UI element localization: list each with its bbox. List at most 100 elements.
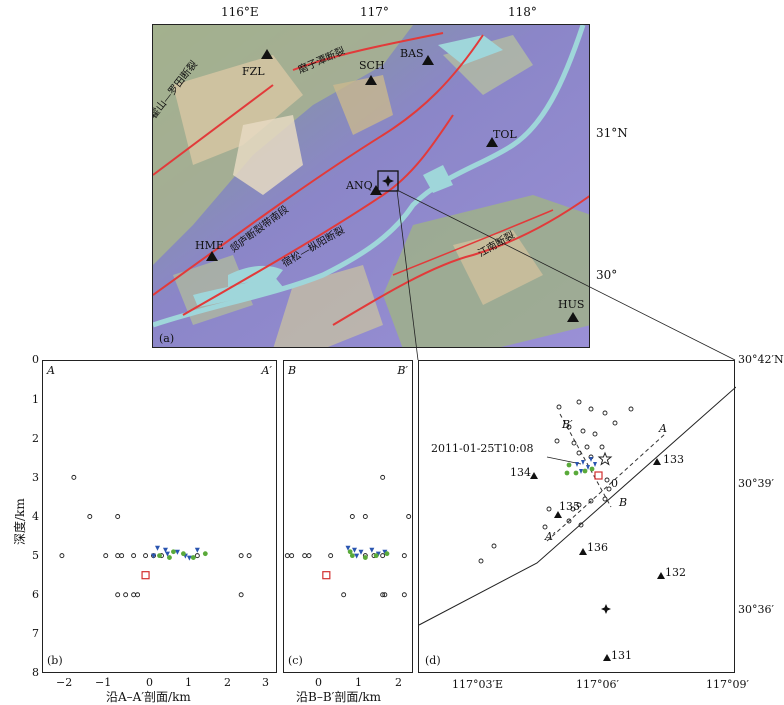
section-c-point-triangle-4 — [375, 551, 381, 557]
section-b-xtick-5: 3 — [262, 676, 269, 689]
profile-label-b: B — [619, 496, 628, 509]
section-c-point-triangle-2 — [358, 549, 364, 555]
section-c-point-dot-4 — [347, 549, 353, 555]
section-b-point-circle-7 — [131, 553, 137, 559]
section-c-left-end: B — [288, 364, 297, 377]
section-b-xlabel: 沿A–A′剖面/km — [106, 690, 191, 704]
map-a-lon-tick-116: 116°E — [221, 5, 259, 19]
section-c-point-dot-0 — [349, 553, 355, 559]
map-a-lat-tick-31: 31°N — [596, 126, 628, 140]
zoom-lon-tick-09: 117°09′ — [706, 678, 749, 691]
section-b-point-circle-11 — [194, 553, 200, 559]
section-c-right-end: B′ — [397, 364, 408, 377]
zoom-lat-tick-36: 30°36′ — [738, 603, 774, 616]
section-c-panel: B B′ (c) — [283, 360, 413, 673]
zoom-lat-tick-39: 30°39′ — [738, 477, 774, 490]
section-b-left-end: A — [47, 364, 55, 377]
section-c-point-triangle-3 — [369, 547, 375, 553]
section-b-point-triangle-3 — [174, 549, 180, 555]
section-b-point-dot-5 — [202, 551, 208, 557]
section-c-point-circle-1 — [349, 514, 355, 519]
section-c-point-circle-4 — [284, 553, 290, 559]
section-c-xtick-2: 2 — [395, 676, 402, 689]
section-b-point-circle-5 — [115, 553, 121, 559]
section-b-plot — [59, 474, 252, 598]
section-c-point-circle-16 — [401, 592, 407, 598]
station-label-tol: TOL — [493, 128, 517, 141]
section-c-point-circle-11 — [380, 553, 386, 559]
section-b-point-circle-17 — [135, 592, 141, 598]
section-c-point-triangle-1 — [352, 547, 357, 553]
station-label-hme: HME — [195, 239, 224, 252]
section-b-point-circle-18 — [238, 592, 244, 598]
section-c-plot — [284, 474, 412, 598]
section-c-point-circle-14 — [380, 592, 386, 598]
section-b-point-dot-1 — [167, 555, 172, 560]
section-c-point-circle-8 — [328, 553, 334, 559]
section-c-xlabel: 沿B–B′剖面/km — [296, 690, 382, 704]
section-c-point-circle-6 — [302, 553, 308, 559]
depth-tick-7: 7 — [32, 627, 39, 640]
section-b-xtick-4: 2 — [224, 676, 231, 689]
depth-tick-5: 5 — [32, 549, 39, 562]
section-b-xtick-3: 1 — [185, 676, 192, 689]
section-c-point-square-0 — [322, 571, 331, 580]
zoom-lon-tick-06: 117°06′ — [576, 678, 619, 691]
panel-label-c: (c) — [288, 654, 303, 667]
section-c-point-circle-12 — [401, 553, 407, 559]
section-b-point-triangle-0 — [155, 545, 161, 551]
section-c-xtick-0: 0 — [315, 676, 322, 689]
map-a-lon-tick-118: 118° — [508, 5, 537, 19]
section-c-point-triangle-5 — [382, 549, 388, 555]
depth-tick-1: 1 — [32, 393, 39, 406]
section-c-point-circle-2 — [362, 514, 368, 519]
zoom-station-133: 133 — [663, 453, 684, 466]
section-b-point-circle-2 — [115, 514, 121, 519]
zoom-station-136: 136 — [587, 541, 608, 554]
section-c-point-circle-5 — [289, 553, 295, 559]
section-c-point-dot-2 — [373, 553, 379, 559]
depth-tick-0: 0 — [32, 353, 39, 366]
section-b-point-circle-1 — [87, 514, 93, 519]
profile-label-a-prime: A′ — [545, 530, 556, 543]
section-c-point-circle-3 — [406, 514, 412, 519]
map-a-lon-tick-117: 117° — [360, 5, 389, 19]
station-label-hus: HUS — [558, 298, 585, 311]
profile-label-b-prime: B′ — [562, 418, 573, 431]
section-b-point-triangle-6 — [194, 547, 200, 553]
section-c-point-triangle-0 — [345, 545, 351, 551]
depth-tick-6: 6 — [32, 588, 39, 601]
section-c-point-dot-1 — [362, 555, 368, 560]
zoom-station-135: 135 — [559, 500, 580, 513]
zoom-station-134: 134 — [510, 466, 531, 479]
section-b-right-end: A′ — [261, 364, 272, 377]
section-c-point-circle-7 — [306, 553, 312, 559]
section-b-xtick-0: −2 — [56, 676, 73, 689]
section-b-point-circle-16 — [131, 592, 137, 598]
depth-tick-8: 8 — [32, 666, 39, 679]
depth-tick-3: 3 — [32, 471, 39, 484]
zoom-station-132: 132 — [665, 566, 686, 579]
section-b-point-circle-15 — [123, 592, 129, 598]
station-label-anq: ANQ — [346, 179, 373, 192]
section-b-panel: A A′ (b) — [42, 360, 277, 673]
zoom-lat-tick-42: 30°42′N — [738, 353, 784, 366]
section-b-point-circle-14 — [115, 592, 121, 598]
section-b-xtick-1: −1 — [95, 676, 112, 689]
zoom-map-panel: 2011-01-25T10:08 133 134 135 136 132 131… — [418, 360, 737, 673]
section-b-point-circle-13 — [246, 553, 252, 559]
section-b-point-triangle-1 — [162, 547, 168, 553]
section-b-point-triangle-7 — [151, 553, 157, 559]
section-c-point-circle-13 — [341, 592, 347, 598]
section-b-point-circle-12 — [238, 553, 244, 559]
section-c-point-dot-3 — [384, 551, 390, 557]
depth-axis-label: 深度/km — [13, 498, 27, 545]
epicenter-star-a — [382, 175, 394, 187]
station-label-fzl: FZL — [242, 65, 265, 78]
section-b-point-circle-3 — [59, 553, 65, 559]
section-b-point-circle-0 — [71, 474, 77, 480]
zoom-station-131: 131 — [611, 649, 632, 662]
profile-center-mark: 0 — [611, 477, 618, 490]
zoom-event-label: 2011-01-25T10:08 — [431, 442, 534, 455]
